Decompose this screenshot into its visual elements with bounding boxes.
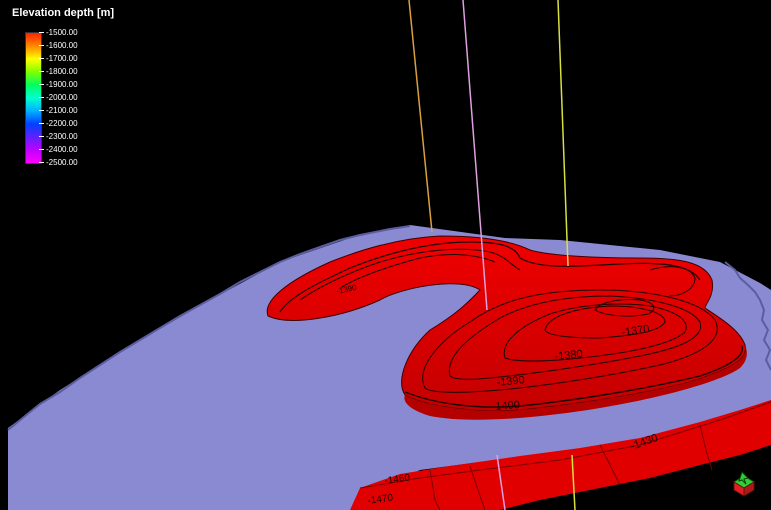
bottom-surface-strip[interactable]	[350, 400, 771, 510]
contour-line	[422, 289, 718, 393]
legend-color-bar	[25, 32, 42, 164]
plane-edge-left	[7, 225, 411, 431]
legend-tick	[39, 32, 44, 33]
contour-label: -1460	[384, 472, 411, 487]
legend-tick	[39, 123, 44, 124]
contour-label: -1390	[496, 374, 525, 389]
contour-line	[544, 305, 666, 339]
legend-label: -1500.00	[46, 28, 78, 37]
legend-label: -2300.00	[46, 132, 78, 141]
plane-edge-right	[724, 261, 771, 371]
contour-label: -1470	[367, 492, 394, 507]
well-trajectory-yellow-lower	[571, 454, 576, 510]
legend-label: -2400.00	[46, 145, 78, 154]
contour-line	[649, 266, 696, 297]
contour-line	[279, 241, 701, 313]
well-trajectory-pink[interactable]	[462, 0, 488, 311]
contour-line	[339, 254, 496, 289]
legend-tick	[39, 58, 44, 59]
legend-tick	[39, 162, 44, 163]
legend-tick	[39, 149, 44, 150]
legend-tick	[39, 71, 44, 72]
legend-label: -2200.00	[46, 119, 78, 128]
legend-label: -1800.00	[46, 67, 78, 76]
contour-line	[404, 345, 743, 408]
contour-line	[299, 248, 521, 301]
contour-line	[448, 295, 702, 380]
surface-side-band	[404, 345, 747, 420]
legend-tick	[39, 45, 44, 46]
legend-tick	[39, 110, 44, 111]
legend-label: -2500.00	[46, 158, 78, 167]
legend-label: -1900.00	[46, 80, 78, 89]
orientation-compass-icon[interactable]	[730, 468, 758, 498]
legend-tick	[39, 136, 44, 137]
contour-line	[594, 299, 655, 317]
legend-label: -1600.00	[46, 41, 78, 50]
contour-label: -1380	[554, 348, 583, 363]
legend-title: Elevation depth [m]	[12, 7, 115, 19]
legend-tick	[39, 84, 44, 85]
legend-tick	[39, 97, 44, 98]
well-trajectory-yellow[interactable]	[557, 0, 569, 267]
legend-label: -2000.00	[46, 93, 78, 102]
well-trajectory-pink-lower	[496, 454, 506, 510]
legend-label: -1700.00	[46, 54, 78, 63]
contour-label: -1400	[491, 399, 520, 413]
legend-label: -2100.00	[46, 106, 78, 115]
contour-line	[503, 303, 687, 362]
contour-label: -1370	[621, 323, 651, 339]
contour-label: -1390	[336, 283, 358, 296]
well-trajectory-orange[interactable]	[408, 0, 433, 233]
